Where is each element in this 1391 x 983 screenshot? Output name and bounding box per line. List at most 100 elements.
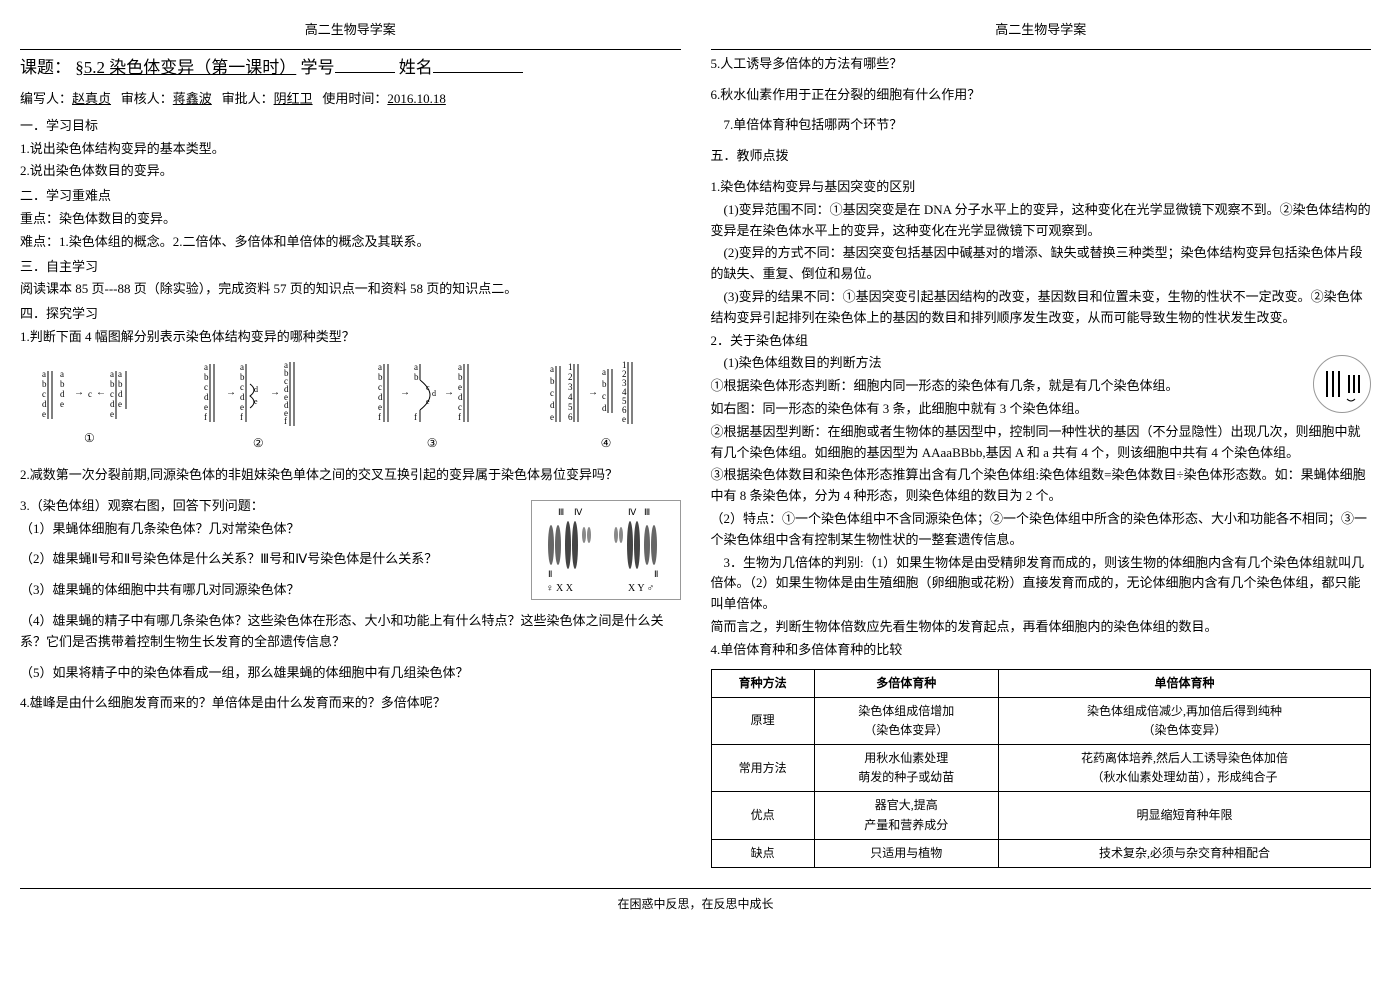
svg-text:d: d (42, 399, 47, 409)
diagram-2-svg: abcdef → abcdef de → abcdedef (198, 360, 318, 430)
title-prefix: 课题： (20, 58, 71, 77)
chromosome-diagram: ⅢⅣ ⅣⅢ Ⅱ Ⅱ ♀ X X X Y ♂ (531, 500, 681, 600)
table-row: 常用方法 用秋水仙素处理 萌发的种子或幼苗 花药离体培养,然后人工诱导染色体加倍… (711, 745, 1371, 792)
roman-4-f: Ⅳ (574, 507, 583, 517)
svg-text:a: a (60, 369, 64, 379)
sec5-heading: 五．教师点拨 (711, 146, 1372, 167)
th-poly: 多倍体育种 (814, 669, 998, 697)
svg-text:a: a (458, 362, 462, 372)
sec4-q1: 1.判断下面 4 幅图解分别表示染色体结构变异的哪种类型？ (20, 327, 681, 348)
svg-text:f: f (378, 412, 381, 422)
name-label: 姓名 (399, 58, 433, 77)
svg-text:d: d (602, 403, 607, 413)
header-right: 高二生物导学案 (711, 20, 1372, 41)
sec5-p1c: (3)变异的结果不同：①基因突变引起基因结构的改变，基因数目和位置未变，生物的性… (711, 287, 1372, 329)
svg-text:f: f (204, 412, 207, 422)
svg-text:2: 2 (568, 372, 573, 382)
svg-text:a: a (110, 369, 114, 379)
approver-label: 审批人： (222, 91, 274, 106)
svg-text:d: d (458, 392, 463, 402)
th-haplo: 单倍体育种 (998, 669, 1370, 697)
r3c3: 明显缩短育种年限 (998, 792, 1370, 839)
svg-text:b: b (204, 372, 209, 382)
sec5-p2a1: ①根据染色体形态判断：细胞内同一形态的染色体有几条，就是有几个染色体组。 (711, 376, 1372, 397)
diagram-3: abcdef → ab cde f → abedcf ③ (372, 360, 492, 453)
sec2-item1: 重点：染色体数目的变异。 (20, 209, 681, 230)
svg-text:→: → (270, 387, 280, 398)
sec5-p3: 3．生物为几倍体的判别:（1）如果生物体是由受精卵发育而成的，则该生物的体细胞内… (711, 553, 1372, 615)
sec1-item1: 1.说出染色体结构变异的基本类型。 (20, 139, 681, 160)
svg-text:b: b (602, 379, 607, 389)
sec5-p2a3: ③根据染色体数目和染色体形态推算出含有几个染色体组:染色体组数=染色体数目÷染色… (711, 465, 1372, 507)
svg-text:4: 4 (568, 392, 573, 402)
meta-line: 编写人：赵真贞 审核人：蒋鑫波 审批人：阴红卫 使用时间：2016.10.18 (20, 89, 681, 110)
svg-text:6: 6 (568, 412, 573, 422)
female-label: ♀ X X (546, 583, 574, 594)
svg-text:b: b (458, 372, 463, 382)
sec5-p1h: 1.染色体结构变异与基因突变的区别 (711, 177, 1372, 198)
roman-3-f: Ⅲ (558, 507, 564, 517)
th-method: 育种方法 (711, 669, 814, 697)
id-label: 学号 (301, 58, 335, 77)
sec5-p1b: (2)变异的方式不同：基因突变包括基因中碱基对的增添、缺失或替换三种类型；染色体… (711, 243, 1372, 285)
roman-3-m: Ⅲ (644, 507, 650, 517)
svg-text:f: f (284, 416, 287, 426)
svg-text:d: d (240, 392, 245, 402)
name-blank[interactable] (433, 56, 523, 73)
svg-text:b: b (550, 376, 555, 386)
svg-text:a: a (602, 367, 606, 377)
svg-text:←: ← (96, 387, 106, 398)
right-column: 高二生物导学案 5.人工诱导多倍体的方法有哪些？ 6.秋水仙素作用于正在分裂的细… (711, 20, 1372, 868)
svg-text:a: a (240, 362, 244, 372)
author: 赵真贞 (72, 91, 111, 106)
sec2-heading: 二．学习重难点 (20, 186, 681, 207)
reviewer: 蒋鑫波 (173, 91, 212, 106)
left-column: 高二生物导学案 课题： §5.2 染色体变异（第一课时） 学号 姓名 编写人：赵… (20, 20, 681, 868)
sec4-heading: 四．探究学习 (20, 304, 681, 325)
svg-text:b: b (42, 379, 47, 389)
id-blank[interactable] (335, 56, 395, 73)
variation-diagrams: abcde abde → c← aa bb cd de e ① abcdef (20, 360, 681, 453)
svg-text:c: c (240, 382, 244, 392)
svg-text:b: b (378, 372, 383, 382)
r2c3: 花药离体培养,然后人工诱导染色体加倍 （秋水仙素处理幼苗），形成纯合子 (998, 745, 1370, 792)
svg-text:f: f (414, 412, 417, 422)
svg-text:→: → (588, 387, 598, 398)
r3c1: 优点 (711, 792, 814, 839)
sec5-p2h: 2．关于染色体组 (711, 331, 1372, 352)
page-footer: 在困惑中反思，在反思中成长 (20, 888, 1371, 914)
svg-text:c: c (458, 402, 462, 412)
svg-text:d: d (432, 389, 436, 398)
svg-text:e: e (550, 412, 554, 422)
svg-text:e: e (118, 399, 122, 409)
diagram-2-label: ② (253, 434, 264, 453)
svg-text:→: → (444, 387, 454, 398)
svg-text:a: a (204, 362, 208, 372)
sec5-p2a1b: 如右图：同一形态的染色体有 3 条，此细胞中就有 3 个染色体组。 (711, 399, 1372, 420)
diagram-1-svg: abcde abde → c← aa bb cd de e (34, 365, 144, 425)
svg-text:5: 5 (568, 402, 573, 412)
sec5-p1a: (1)变异范围不同：①基因突变是在 DNA 分子水平上的变异，这种变化在光学显微… (711, 200, 1372, 242)
page-container: 高二生物导学案 课题： §5.2 染色体变异（第一课时） 学号 姓名 编写人：赵… (20, 20, 1371, 868)
table-header-row: 育种方法 多倍体育种 单倍体育种 (711, 669, 1371, 697)
sec5-p2a-h: (1)染色体组数目的判断方法 (711, 353, 1372, 374)
roman-4-m: Ⅳ (628, 507, 637, 517)
r1c1: 原理 (711, 697, 814, 744)
diagram-4-svg: abcde 123456 → abcd 123456e (546, 360, 666, 430)
svg-text:b: b (110, 379, 115, 389)
svg-text:a: a (414, 362, 418, 372)
svg-text:f: f (458, 412, 461, 422)
sec3-heading: 三．自主学习 (20, 257, 681, 278)
sec5-p3b: 简而言之，判断生物体倍数应先看生物体的发育起点，再看体细胞内的染色体组的数目。 (711, 617, 1372, 638)
svg-text:c: c (110, 389, 114, 399)
date: 2016.10.18 (387, 91, 446, 106)
diagram-4: abcde 123456 → abcd 123456e ④ (546, 360, 666, 453)
title-main: §5.2 染色体变异（第一课时） (75, 58, 296, 77)
roman-2-f: Ⅱ (548, 569, 552, 579)
svg-text:3: 3 (568, 382, 573, 392)
date-label: 使用时间： (322, 91, 387, 106)
r4c1: 缺点 (711, 839, 814, 867)
svg-text:c: c (550, 388, 554, 398)
q6: 6.秋水仙素作用于正在分裂的细胞有什么作用？ (711, 85, 1372, 106)
svg-text:c: c (204, 382, 208, 392)
